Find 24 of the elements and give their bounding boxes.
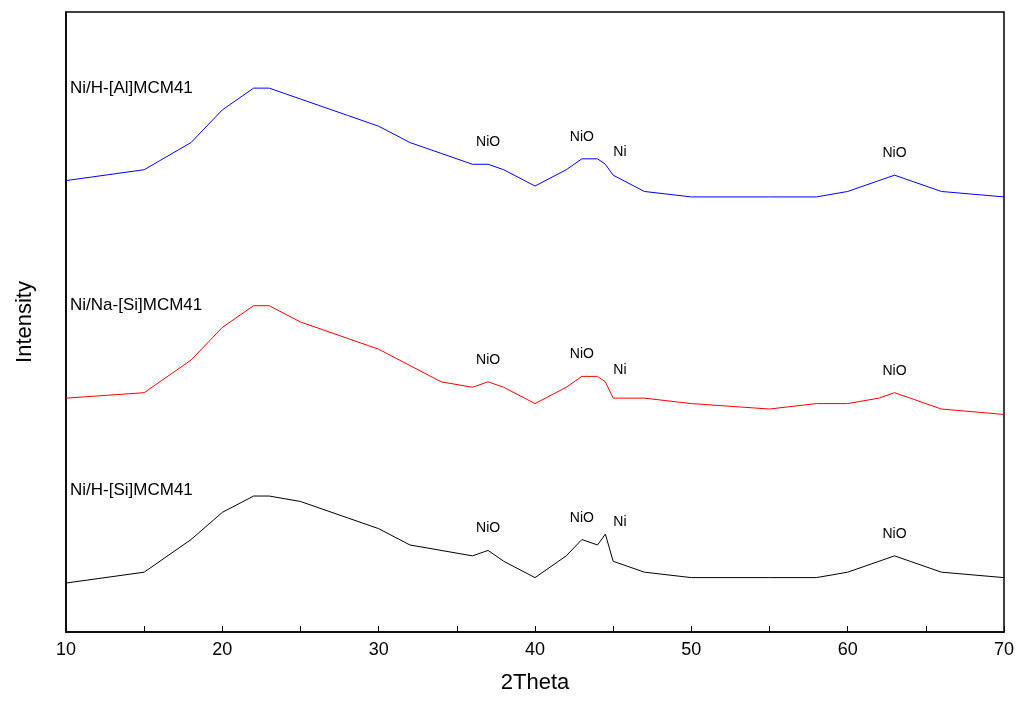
- x-tick-label: 70: [993, 639, 1015, 659]
- x-tick-label: 10: [55, 639, 77, 659]
- x-tick-label: 60: [837, 639, 858, 659]
- annotation: Ni: [613, 143, 627, 160]
- annotation: NiO: [882, 361, 907, 378]
- series-label: Ni/H-[Al]MCM41: [70, 77, 193, 97]
- y-axis-title: Intensity: [10, 281, 36, 363]
- x-tick-label: 20: [212, 639, 233, 659]
- annotation: NiO: [569, 508, 595, 525]
- annotation: Ni: [613, 513, 627, 530]
- x-tick-label: 50: [681, 639, 702, 659]
- annotation: NiO: [476, 350, 501, 367]
- x-tick-label: 40: [524, 639, 546, 659]
- x-tick-label: 30: [368, 639, 389, 659]
- annotation: NiO: [569, 127, 595, 144]
- annotation: NiO: [882, 144, 907, 161]
- x-axis-title: 2Theta: [500, 668, 571, 694]
- annotation: NiO: [569, 345, 595, 362]
- series-label: Ni/Na-[Si]MCM41: [70, 295, 203, 315]
- annotation: Ni: [613, 360, 627, 377]
- series-label: Ni/H-[Si]MCM41: [70, 480, 193, 500]
- annotation: NiO: [476, 133, 501, 150]
- annotation: NiO: [882, 524, 907, 541]
- annotation: NiO: [476, 519, 501, 536]
